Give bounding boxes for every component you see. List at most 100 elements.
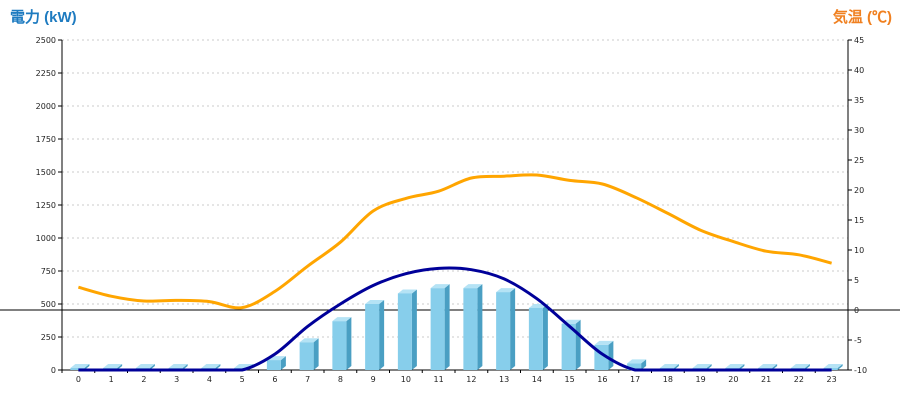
- left-tick-label: 1750: [36, 135, 56, 144]
- power-bar-top: [692, 364, 712, 369]
- right-axis-title: 気温 (℃): [833, 8, 892, 26]
- axes: [0, 39, 900, 373]
- right-tick-label: -5: [854, 336, 862, 345]
- x-tick-label: 23: [827, 375, 837, 384]
- lines: [77, 173, 832, 372]
- x-tick-label: 1: [109, 375, 114, 384]
- x-tick-label: 4: [207, 375, 212, 384]
- power-bar-side: [444, 284, 450, 370]
- power-bar-side: [575, 319, 581, 370]
- x-tick-label: 18: [663, 375, 673, 384]
- left-tick-label: 2500: [36, 36, 56, 45]
- power-bar: [463, 284, 483, 370]
- power-bar: [528, 303, 548, 370]
- x-tick-label: 20: [728, 375, 738, 384]
- left-tick-label: 1500: [36, 168, 56, 177]
- right-tick-label: 20: [854, 186, 864, 195]
- x-tick-label: 15: [565, 375, 575, 384]
- power-bar-front: [365, 304, 380, 370]
- right-tick-label: 35: [854, 96, 864, 105]
- power-bar-top: [70, 364, 90, 369]
- power-bar-side: [477, 284, 483, 370]
- power-bar-side: [313, 338, 319, 370]
- right-tick-label: 0: [854, 306, 859, 315]
- power-bar-side: [346, 317, 352, 370]
- power-bar-top: [135, 364, 155, 369]
- x-tick-label: 10: [401, 375, 411, 384]
- right-tick-label: 5: [854, 276, 859, 285]
- power-bar-front: [528, 307, 543, 370]
- power-bar-side: [510, 288, 516, 370]
- left-tick-label: 0: [51, 366, 56, 375]
- left-tick-label: 250: [41, 333, 56, 342]
- power-bar-front: [561, 323, 576, 370]
- power-bar: [430, 284, 450, 370]
- power-bar-side: [608, 340, 614, 370]
- power-bar-top: [725, 364, 745, 369]
- left-tick-label: 2250: [36, 69, 56, 78]
- right-tick-label: 45: [854, 36, 864, 45]
- right-tick-label: 30: [854, 126, 864, 135]
- power-bar-front: [627, 363, 642, 370]
- power-bar: [627, 359, 647, 370]
- x-tick-label: 17: [630, 375, 640, 384]
- power-bar-top: [659, 364, 679, 369]
- power-bar-side: [837, 364, 843, 370]
- right-tick-label: 15: [854, 216, 864, 225]
- tick-labels: 02505007501000125015001750200022502500-1…: [36, 36, 867, 384]
- power-bar-side: [411, 289, 417, 370]
- power-bar-top: [463, 284, 483, 289]
- power-bar-side: [641, 359, 647, 370]
- x-tick-label: 21: [761, 375, 771, 384]
- power-bar: [332, 317, 352, 370]
- power-bar-front: [70, 368, 85, 370]
- x-tick-label: 7: [305, 375, 310, 384]
- x-tick-label: 22: [794, 375, 804, 384]
- x-tick-label: 14: [532, 375, 542, 384]
- power-bar-front: [463, 288, 478, 370]
- power-bar-side: [379, 300, 385, 370]
- left-tick-label: 1250: [36, 201, 56, 210]
- power-bar-top: [758, 364, 778, 369]
- right-tick-label: 40: [854, 66, 864, 75]
- power-bar-top: [332, 317, 352, 322]
- power-bar-top: [627, 359, 647, 364]
- temperature-line: [77, 173, 832, 310]
- power-bar: [299, 338, 319, 370]
- x-tick-label: 13: [499, 375, 509, 384]
- x-tick-label: 3: [174, 375, 179, 384]
- left-tick-label: 500: [41, 300, 56, 309]
- power-bar-top: [365, 300, 385, 304]
- power-bar-front: [332, 321, 347, 370]
- x-tick-label: 6: [272, 375, 277, 384]
- x-tick-label: 9: [371, 375, 376, 384]
- x-tick-label: 16: [597, 375, 607, 384]
- power-curve-line: [78, 266, 832, 372]
- left-tick-label: 1000: [36, 234, 56, 243]
- power-bar-top: [397, 289, 417, 294]
- power-bar-top: [168, 364, 188, 369]
- x-tick-label: 2: [141, 375, 146, 384]
- x-tick-label: 5: [240, 375, 245, 384]
- left-axis-title: 電力 (kW): [10, 8, 77, 26]
- x-tick-label: 11: [434, 375, 444, 384]
- right-tick-label: 10: [854, 246, 864, 255]
- power-bar-front: [430, 288, 445, 370]
- power-bar-top: [430, 284, 450, 289]
- x-tick-label: 12: [466, 375, 476, 384]
- power-bar: [365, 300, 385, 370]
- power-bar: [496, 288, 516, 370]
- power-bar-side: [280, 356, 286, 370]
- power-bar-top: [823, 364, 843, 369]
- power-bars: [70, 284, 843, 370]
- left-tick-label: 750: [41, 267, 56, 276]
- power-bar-side: [542, 303, 548, 370]
- power-bar-top: [594, 340, 614, 345]
- power-bar-top: [299, 338, 319, 343]
- power-bar-front: [496, 292, 511, 370]
- power-bar-front: [266, 360, 281, 370]
- right-tick-label: -10: [854, 366, 867, 375]
- power-bar-top: [790, 364, 810, 369]
- power-bar-front: [397, 293, 412, 370]
